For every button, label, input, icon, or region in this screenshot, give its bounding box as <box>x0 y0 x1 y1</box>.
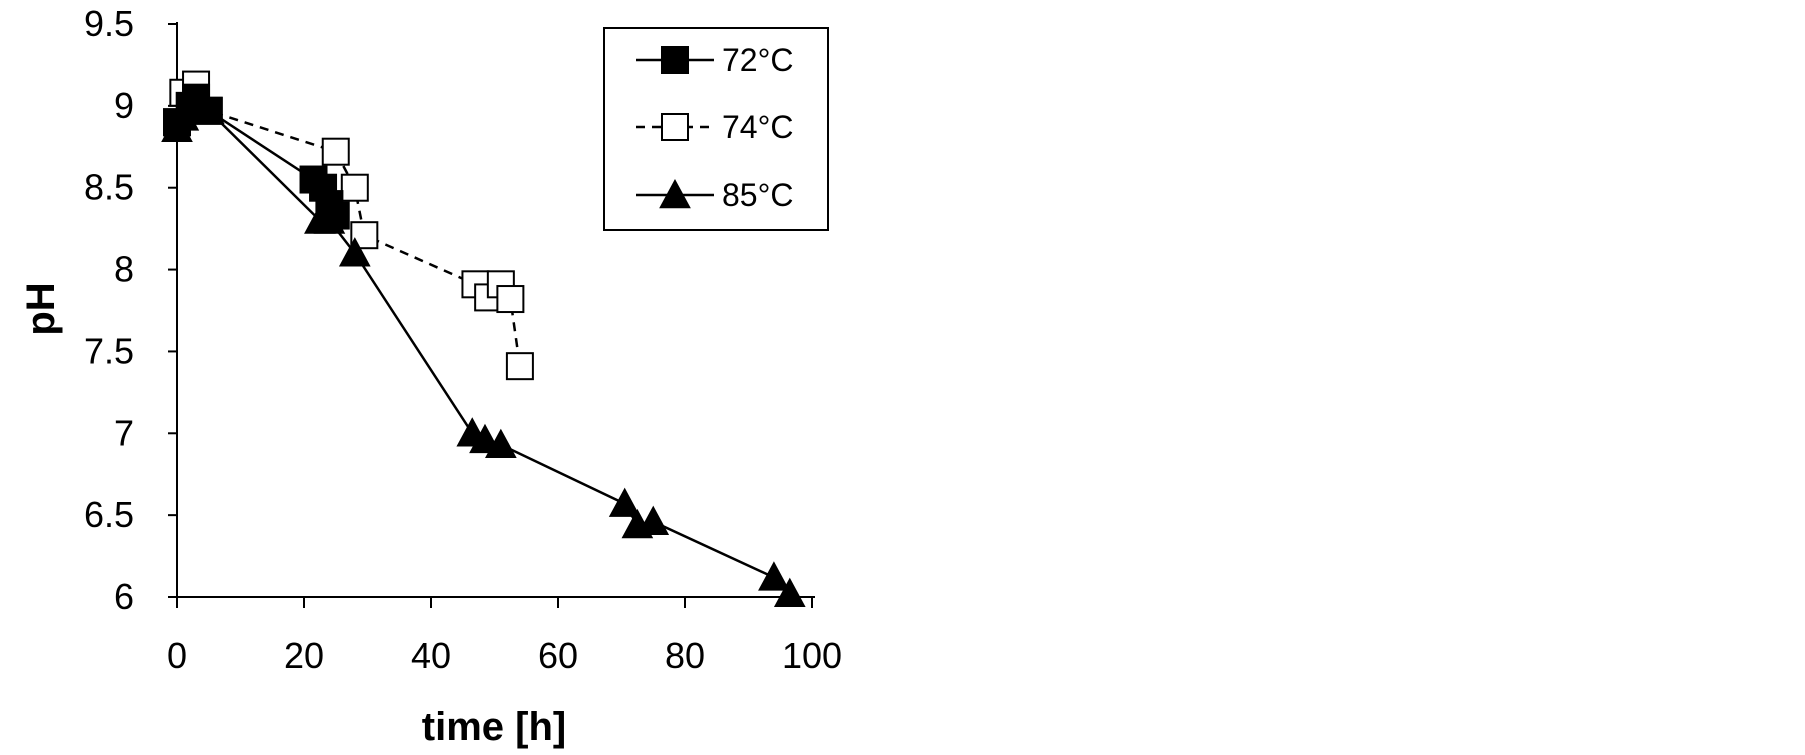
data-point <box>350 221 379 250</box>
ticks: 0 20 40 60 80 100 6 6.5 7 7.5 8 8.5 9 9.5 <box>84 3 842 676</box>
series <box>161 70 806 607</box>
legend-label: 74°C <box>722 109 794 145</box>
x-tick-label: 100 <box>782 635 842 676</box>
data-point <box>313 204 346 234</box>
legend-items: 72°C 74°C 85°C <box>636 42 794 213</box>
series-markers-2 <box>161 93 806 607</box>
data-point <box>608 487 641 517</box>
y-tick-label: 7.5 <box>84 330 134 371</box>
series-line-1 <box>175 82 522 367</box>
data-point <box>758 561 790 591</box>
y-tick-label: 9.5 <box>84 3 134 44</box>
y-tick-label: 6 <box>114 576 134 617</box>
data-point <box>505 352 534 381</box>
y-tick-label: 8.5 <box>84 167 134 208</box>
x-tick-label: 40 <box>411 635 451 676</box>
legend-marker <box>659 178 691 209</box>
y-axis-title: pH <box>19 282 63 335</box>
legend: 72°C 74°C 85°C <box>603 27 829 231</box>
y-tick-label: 8 <box>114 249 134 290</box>
y-tick-label: 6.5 <box>84 494 134 535</box>
y-tick-label: 7 <box>114 412 134 453</box>
data-point <box>496 285 525 314</box>
data-point <box>637 505 670 535</box>
data-point <box>340 173 369 202</box>
data-point <box>773 577 806 607</box>
legend-box <box>603 27 829 231</box>
legend-marker <box>661 113 689 141</box>
x-tick-label: 80 <box>665 635 705 676</box>
data-point <box>321 137 350 166</box>
legend-label: 72°C <box>722 42 794 78</box>
data-point <box>338 237 371 267</box>
data-point <box>192 94 225 125</box>
y-tick-label: 9 <box>114 85 134 126</box>
x-tick-label: 60 <box>538 635 578 676</box>
legend-marker <box>661 46 689 74</box>
x-tick-label: 20 <box>284 635 324 676</box>
x-tick-label: 0 <box>167 635 187 676</box>
data-point <box>485 428 517 458</box>
x-axis-title: time [h] <box>422 705 566 749</box>
legend-label: 85°C <box>722 177 794 213</box>
